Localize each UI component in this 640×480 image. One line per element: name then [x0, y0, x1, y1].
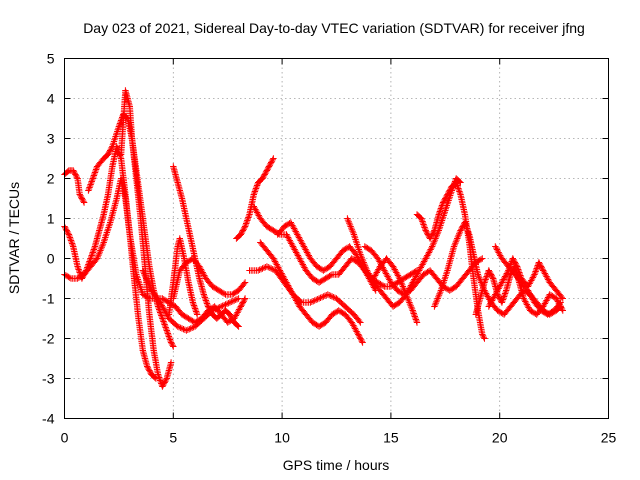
y-tick-label: 1 — [47, 211, 55, 227]
plus-markers — [472, 263, 566, 318]
series-track-11 — [250, 203, 421, 290]
y-tick-label: 4 — [47, 91, 55, 107]
x-tick-label: 15 — [383, 430, 399, 446]
y-tick-label: 5 — [47, 51, 55, 67]
y-tick-label: 3 — [47, 131, 55, 147]
plus-markers — [170, 163, 242, 330]
y-tick-label: -4 — [42, 411, 55, 427]
plus-markers — [250, 203, 421, 290]
y-tick-label: -3 — [42, 371, 55, 387]
plus-markers — [165, 235, 201, 318]
plot-markers — [61, 87, 566, 390]
y-tick-label: -2 — [42, 331, 55, 347]
plus-markers — [344, 175, 464, 310]
series-track-1 — [61, 167, 88, 206]
x-tick-label: 25 — [601, 430, 617, 446]
y-tick-label: 2 — [47, 171, 55, 187]
series-track-8 — [170, 163, 242, 330]
series-track-10 — [233, 155, 277, 242]
y-tick-labels: -4 -3 -2 -1 0 1 2 3 4 5 — [42, 51, 55, 427]
y-tick-label: -1 — [42, 291, 55, 307]
plus-markers — [61, 167, 88, 206]
plus-markers — [233, 155, 277, 242]
plus-markers — [246, 263, 364, 326]
x-tick-label: 20 — [492, 430, 508, 446]
y-axis-label: SDTVAR / TECUs — [6, 182, 22, 294]
series-track-9 — [165, 235, 201, 318]
series-track-22 — [472, 263, 566, 318]
y-tick-label: 0 — [47, 251, 55, 267]
plus-markers — [370, 255, 421, 326]
axis-ticks — [64, 58, 609, 419]
x-tick-label: 0 — [61, 430, 69, 446]
chart-title: Day 023 of 2021, Sidereal Day-to-day VTE… — [83, 20, 585, 36]
x-tick-label: 10 — [274, 430, 290, 446]
series-track-17 — [370, 255, 421, 326]
plot-frame — [64, 58, 609, 419]
series-track-13 — [246, 263, 364, 326]
x-axis-label: GPS time / hours — [283, 457, 390, 473]
series-track-15 — [344, 175, 464, 310]
x-tick-label: 5 — [169, 430, 177, 446]
x-tick-labels: 0 5 10 15 20 25 — [61, 430, 617, 446]
